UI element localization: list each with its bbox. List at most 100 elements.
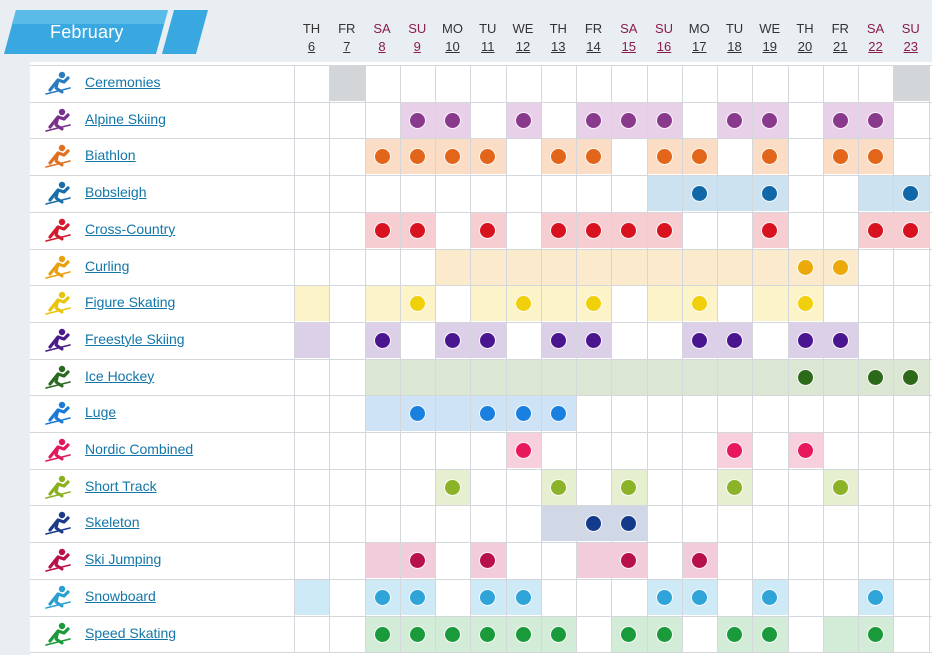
schedule-cell[interactable] bbox=[505, 395, 541, 432]
medal-event-dot[interactable] bbox=[797, 443, 813, 458]
schedule-cell[interactable] bbox=[893, 505, 928, 541]
schedule-cell[interactable] bbox=[717, 212, 752, 248]
schedule-cell[interactable] bbox=[365, 175, 400, 211]
schedule-cell[interactable] bbox=[470, 285, 506, 322]
medal-event-dot[interactable] bbox=[515, 626, 531, 642]
schedule-cell[interactable] bbox=[646, 358, 682, 395]
schedule-cell[interactable] bbox=[682, 65, 717, 101]
day-number[interactable]: 16 bbox=[656, 39, 672, 54]
schedule-cell[interactable] bbox=[646, 615, 682, 652]
schedule-cell[interactable] bbox=[329, 249, 364, 285]
day-number[interactable]: 15 bbox=[621, 39, 636, 54]
schedule-cell[interactable] bbox=[329, 616, 364, 652]
schedule-cell[interactable] bbox=[752, 542, 787, 578]
medal-event-dot[interactable] bbox=[868, 222, 884, 238]
schedule-cell[interactable] bbox=[400, 505, 435, 541]
day-number[interactable]: 11 bbox=[481, 39, 495, 54]
medal-event-dot[interactable] bbox=[480, 406, 496, 422]
schedule-cell[interactable] bbox=[470, 469, 505, 505]
schedule-cell[interactable] bbox=[400, 469, 435, 505]
schedule-cell[interactable] bbox=[470, 615, 506, 652]
schedule-cell[interactable] bbox=[646, 175, 682, 212]
medal-event-dot[interactable] bbox=[445, 479, 461, 495]
schedule-cell[interactable] bbox=[647, 542, 682, 578]
day-number[interactable]: 10 bbox=[445, 39, 460, 54]
medal-event-dot[interactable] bbox=[762, 186, 778, 202]
schedule-cell[interactable] bbox=[294, 138, 329, 174]
schedule-cell[interactable] bbox=[788, 579, 823, 615]
medal-event-dot[interactable] bbox=[515, 406, 531, 422]
day-number[interactable]: 6 bbox=[307, 39, 316, 54]
schedule-cell[interactable] bbox=[435, 615, 471, 652]
schedule-cell[interactable] bbox=[858, 249, 893, 285]
schedule-cell[interactable] bbox=[294, 175, 329, 211]
medal-event-dot[interactable] bbox=[762, 112, 778, 128]
medal-event-dot[interactable] bbox=[586, 222, 602, 238]
schedule-cell[interactable] bbox=[365, 249, 400, 285]
schedule-cell[interactable] bbox=[717, 468, 753, 505]
medal-event-dot[interactable] bbox=[727, 479, 743, 495]
schedule-cell[interactable] bbox=[611, 542, 647, 579]
schedule-cell[interactable] bbox=[611, 468, 647, 505]
schedule-cell[interactable] bbox=[540, 285, 576, 322]
schedule-cell[interactable] bbox=[858, 432, 893, 468]
schedule-cell[interactable] bbox=[647, 395, 682, 431]
schedule-cell[interactable] bbox=[294, 616, 329, 652]
medal-event-dot[interactable] bbox=[445, 332, 461, 348]
schedule-cell[interactable] bbox=[788, 616, 823, 652]
schedule-cell[interactable] bbox=[435, 65, 470, 101]
schedule-cell[interactable] bbox=[505, 101, 541, 138]
medal-event-dot[interactable] bbox=[691, 332, 707, 348]
schedule-cell[interactable] bbox=[294, 65, 329, 101]
medal-event-dot[interactable] bbox=[832, 149, 848, 165]
medal-event-dot[interactable] bbox=[832, 112, 848, 128]
schedule-cell[interactable] bbox=[365, 432, 400, 468]
schedule-cell[interactable] bbox=[647, 432, 682, 468]
month-tab[interactable]: February bbox=[4, 10, 208, 54]
day-number[interactable]: 22 bbox=[868, 39, 883, 54]
day-number[interactable]: 7 bbox=[343, 39, 351, 54]
schedule-cell[interactable] bbox=[787, 432, 823, 468]
schedule-cell[interactable] bbox=[858, 505, 893, 541]
medal-event-dot[interactable] bbox=[691, 553, 707, 569]
medal-event-dot[interactable] bbox=[409, 149, 425, 165]
schedule-cell[interactable] bbox=[506, 212, 541, 248]
schedule-cell[interactable] bbox=[576, 469, 611, 505]
schedule-cell[interactable] bbox=[893, 285, 928, 321]
schedule-cell[interactable] bbox=[435, 432, 470, 468]
schedule-cell[interactable] bbox=[470, 578, 506, 615]
schedule-cell[interactable] bbox=[576, 65, 611, 101]
schedule-cell[interactable] bbox=[505, 432, 541, 468]
schedule-cell[interactable] bbox=[435, 175, 470, 211]
medal-event-dot[interactable] bbox=[409, 553, 425, 569]
medal-event-dot[interactable] bbox=[515, 589, 531, 605]
schedule-cell[interactable] bbox=[787, 248, 823, 285]
schedule-cell[interactable] bbox=[294, 469, 329, 505]
sport-link[interactable]: Ski Jumping bbox=[85, 551, 162, 568]
schedule-cell[interactable] bbox=[541, 579, 576, 615]
schedule-cell[interactable] bbox=[294, 212, 329, 248]
schedule-cell[interactable] bbox=[541, 65, 576, 101]
schedule-cell[interactable] bbox=[717, 101, 753, 138]
day-number[interactable]: 20 bbox=[797, 39, 813, 54]
schedule-cell[interactable] bbox=[752, 578, 788, 615]
schedule-cell[interactable] bbox=[788, 65, 823, 101]
schedule-cell[interactable] bbox=[294, 285, 330, 322]
schedule-cell[interactable] bbox=[364, 578, 400, 615]
schedule-cell[interactable] bbox=[540, 138, 576, 175]
schedule-cell[interactable] bbox=[364, 542, 400, 579]
schedule-cell[interactable] bbox=[505, 358, 541, 395]
medal-event-dot[interactable] bbox=[691, 186, 707, 202]
schedule-cell[interactable] bbox=[717, 505, 752, 541]
schedule-cell[interactable] bbox=[647, 469, 682, 505]
schedule-cell[interactable] bbox=[611, 211, 647, 248]
medal-event-dot[interactable] bbox=[586, 112, 602, 128]
schedule-cell[interactable] bbox=[681, 285, 717, 322]
schedule-cell[interactable] bbox=[893, 542, 928, 578]
schedule-cell[interactable] bbox=[505, 285, 541, 322]
schedule-cell[interactable] bbox=[329, 322, 364, 358]
schedule-cell[interactable] bbox=[541, 102, 576, 138]
schedule-cell[interactable] bbox=[717, 432, 753, 468]
schedule-cell[interactable] bbox=[576, 395, 611, 431]
schedule-cell[interactable] bbox=[787, 358, 823, 395]
